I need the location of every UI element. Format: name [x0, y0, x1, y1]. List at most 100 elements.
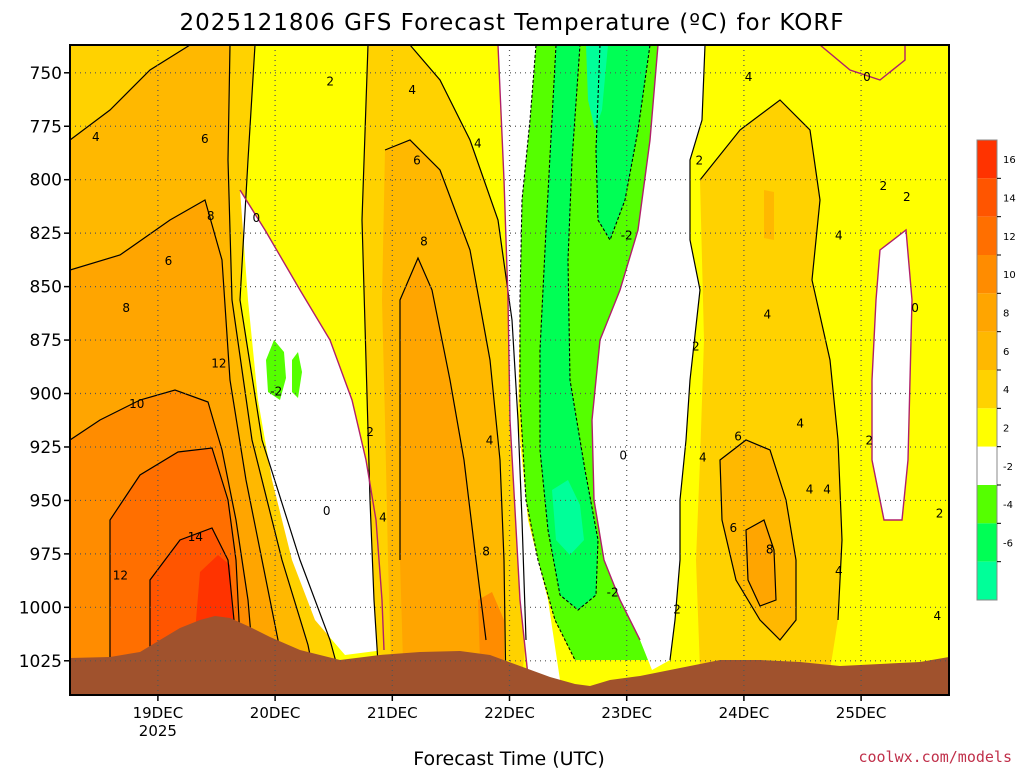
contour-label-4: 6: [165, 254, 173, 268]
terrain: [70, 616, 949, 695]
contour-label-25: 2: [696, 153, 704, 167]
contour-label-30: 6: [734, 429, 742, 443]
legend-bin-10: [977, 523, 997, 562]
contour-label-37: 4: [835, 564, 843, 578]
contour-label-12: 2: [326, 74, 334, 88]
contour-label-24: 2: [673, 602, 681, 616]
x-tick-label-19DEC: 19DEC: [133, 704, 184, 722]
field-band-neg6-22dec: [586, 45, 608, 130]
contour-label-27: 4: [699, 451, 707, 465]
contour-label-42: 0: [911, 301, 919, 315]
contour-label-18: 4: [474, 136, 482, 150]
y-tick-label-975: 975: [30, 545, 62, 565]
x-tick-year: 2025: [139, 722, 177, 740]
contour-label-13: 2: [366, 425, 374, 439]
legend-label-10: -6: [1003, 539, 1013, 550]
contour-label-35: 4: [823, 483, 831, 497]
credit-text: coolwx.com/models: [858, 748, 1012, 766]
field-band-neg4-22dec: [540, 45, 598, 610]
y-tick-label-825: 825: [30, 224, 62, 244]
contour-label-20: 8: [482, 545, 490, 559]
field-band-neg2-20dec-b: [292, 352, 302, 398]
legend-bin-2: [977, 216, 997, 255]
contour-label-23: -2: [607, 585, 619, 599]
contour-label-5: 6: [201, 132, 209, 146]
x-axis: 19DEC 20DEC 21DEC 22DEC 23DEC 24DEC 25DEC 2025: [133, 695, 887, 740]
field-band-0-23dec: [592, 45, 705, 670]
contour-label-34: 4: [806, 483, 814, 497]
legend-label-2: 12: [1003, 232, 1016, 243]
color-legend: 16 14 12 10 8 6 4 2 -2 -4 -6: [976, 139, 1016, 601]
chart-title: 2025121806 GFS Forecast Temperature (ºC)…: [179, 10, 844, 36]
x-tick-label-24DEC: 24DEC: [719, 704, 770, 722]
x-tick-label-21DEC: 21DEC: [367, 704, 418, 722]
y-tick-label-875: 875: [30, 331, 62, 351]
field-band-6-8-24dec-b: [764, 190, 774, 240]
contour-label-3: 12: [113, 568, 128, 582]
legend-label-7: 2: [1003, 424, 1009, 435]
field-band-8-10-21dec: [400, 258, 486, 695]
x-tick-label-20DEC: 20DEC: [250, 704, 301, 722]
contour-label-39: 2: [880, 179, 888, 193]
contour-label-36: 4: [835, 228, 843, 242]
field-band-8-10-24dec: [746, 520, 776, 606]
y-tick-label-900: 900: [30, 385, 62, 405]
contour-label-22: 0: [619, 449, 627, 463]
legend-label-4: 8: [1003, 309, 1009, 320]
field-band-10-12-21dec: [478, 592, 504, 660]
y-axis: 750 775 800 825 850 875 900 925 950 975 1000 1025: [19, 64, 70, 672]
contour-label-31: 6: [730, 521, 738, 535]
negative-contours: [519, 45, 651, 661]
contour-label-9: 0: [253, 211, 261, 225]
contour-label-17: 8: [420, 235, 428, 249]
x-tick-label-25DEC: 25DEC: [836, 704, 887, 722]
contour-label-26: 2: [692, 339, 700, 353]
field-band-0-25dec: [872, 230, 912, 520]
contour-label-41: 2: [903, 190, 911, 204]
legend-label-8: -2: [1003, 462, 1013, 473]
grid: [70, 45, 949, 695]
legend-bin-3: [977, 255, 997, 294]
contour-label-14: 4: [379, 511, 387, 525]
contour-label-0: 4: [92, 130, 100, 144]
legend-bin-6: [977, 370, 997, 409]
y-tick-label-925: 925: [30, 438, 62, 458]
contour-label-44: 4: [933, 609, 941, 623]
contour-label-6: 8: [207, 209, 215, 223]
x-tick-label-23DEC: 23DEC: [601, 704, 652, 722]
field-band-0-22dec: [498, 45, 570, 695]
y-tick-label-1025: 1025: [19, 652, 62, 672]
contour-label-16: 6: [413, 153, 421, 167]
legend-bin-11: [977, 561, 997, 600]
contour-label-40: 2: [865, 434, 873, 448]
contour-label-11: 0: [323, 504, 331, 518]
legend-label-9: -4: [1003, 500, 1013, 511]
y-tick-label-775: 775: [30, 117, 62, 137]
legend-bin-4: [977, 293, 997, 332]
contour-label-10: -2: [270, 384, 282, 398]
y-tick-label-800: 800: [30, 171, 62, 191]
legend-bin-7: [977, 408, 997, 447]
contour-label-2: 10: [129, 397, 144, 411]
y-tick-label-950: 950: [30, 491, 62, 511]
contour-label-21: -2: [621, 228, 633, 242]
x-tick-label-22DEC: 22DEC: [484, 704, 535, 722]
contour-label-28: 4: [745, 70, 753, 84]
legend-label-0: 16: [1003, 155, 1016, 166]
legend-bin-5: [977, 331, 997, 370]
field-band-neg2-20dec-a: [266, 340, 286, 400]
contour-label-1: 8: [122, 301, 130, 315]
legend-bin-8: [977, 446, 997, 485]
legend-bin-1: [977, 178, 997, 217]
field-band-neg6-22dec-b: [552, 480, 584, 555]
contour-label-8: 14: [188, 530, 203, 544]
contour-label-38: 0: [863, 70, 871, 84]
contour-label-19: 4: [486, 434, 494, 448]
field-band-0-20dec: [240, 190, 384, 655]
legend-label-3: 10: [1003, 270, 1016, 281]
zero-contours: [239, 45, 913, 695]
contour-label-15: 4: [408, 83, 416, 97]
contour-label-7: 12: [211, 357, 226, 371]
contour-label-29: 4: [764, 307, 772, 321]
x-axis-label: Forecast Time (UTC): [413, 748, 604, 768]
